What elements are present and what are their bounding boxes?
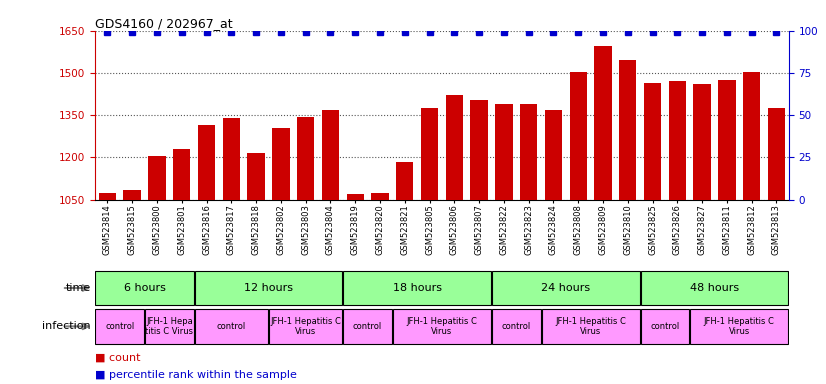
Text: control: control [650, 322, 680, 331]
Bar [542, 309, 639, 344]
Bar [492, 309, 540, 344]
Bar [344, 271, 491, 305]
Text: 24 hours: 24 hours [541, 283, 591, 293]
Bar [691, 309, 788, 344]
Bar [767, 108, 785, 200]
Bar [641, 309, 689, 344]
Bar [195, 271, 342, 305]
Bar [99, 193, 116, 200]
Bar [718, 80, 735, 200]
Bar [396, 162, 413, 200]
Bar [195, 309, 268, 344]
Text: JFH-1 Hepatitis C
Virus: JFH-1 Hepatitis C Virus [555, 317, 626, 336]
Bar [619, 60, 636, 200]
Text: JFH-1 Hepatitis C
Virus: JFH-1 Hepatitis C Virus [270, 317, 341, 336]
Bar [371, 193, 388, 200]
Bar [272, 128, 289, 200]
Text: ■ count: ■ count [95, 353, 140, 362]
Bar [222, 118, 240, 200]
Bar [149, 156, 165, 200]
Bar [668, 81, 686, 200]
Text: JFH-1 Hepa
titis C Virus: JFH-1 Hepa titis C Virus [145, 317, 193, 336]
Bar [297, 117, 314, 200]
Bar [743, 71, 760, 200]
Bar [124, 190, 140, 200]
Text: JFH-1 Hepatitis C
Virus: JFH-1 Hepatitis C Virus [406, 317, 477, 336]
Bar [393, 309, 491, 344]
Bar [544, 109, 562, 200]
Text: 48 hours: 48 hours [690, 283, 739, 293]
Bar [173, 149, 190, 200]
Bar [322, 109, 339, 200]
Bar [248, 153, 264, 200]
Bar [520, 104, 537, 200]
Text: JFH-1 Hepatitis C
Virus: JFH-1 Hepatitis C Virus [704, 317, 775, 336]
Bar [269, 309, 342, 344]
Bar [594, 46, 611, 200]
Bar [570, 71, 586, 200]
Text: control: control [353, 322, 382, 331]
Bar [641, 271, 788, 305]
Text: control: control [216, 322, 246, 331]
Text: 6 hours: 6 hours [124, 283, 165, 293]
Text: control: control [105, 322, 135, 331]
Bar [344, 309, 392, 344]
Bar [96, 309, 144, 344]
Text: 18 hours: 18 hours [392, 283, 442, 293]
Bar [445, 96, 463, 200]
Text: 12 hours: 12 hours [244, 283, 293, 293]
Text: control: control [501, 322, 531, 331]
Text: GDS4160 / 202967_at: GDS4160 / 202967_at [95, 17, 233, 30]
Bar [470, 100, 487, 200]
Bar [145, 309, 193, 344]
Bar [643, 83, 661, 200]
Bar [693, 84, 710, 200]
Text: infection: infection [42, 321, 91, 331]
Text: time: time [65, 283, 91, 293]
Bar [492, 271, 639, 305]
Bar [96, 271, 193, 305]
Bar [420, 108, 438, 200]
Bar [198, 125, 215, 200]
Bar [495, 104, 512, 200]
Text: ■ percentile rank within the sample: ■ percentile rank within the sample [95, 370, 297, 380]
Bar [347, 194, 363, 200]
